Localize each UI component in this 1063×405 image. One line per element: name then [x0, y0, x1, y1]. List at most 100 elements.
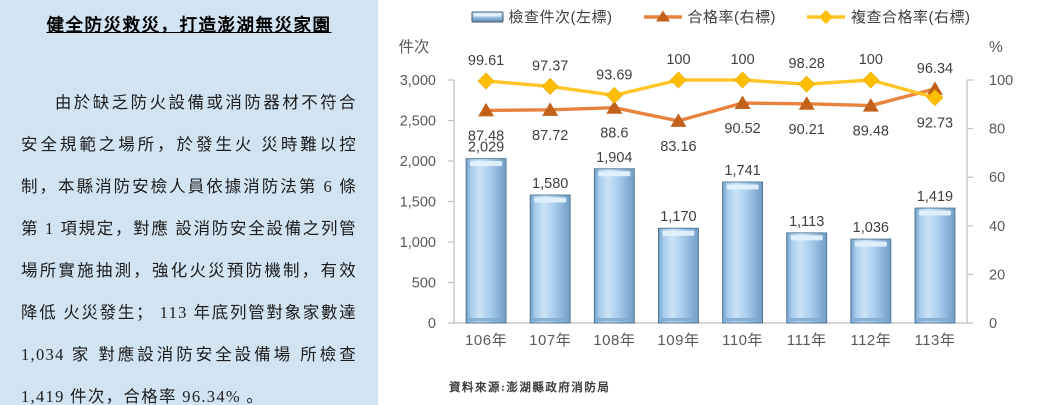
line-value-label: 98.28: [789, 56, 825, 72]
category-label: 110年: [722, 332, 763, 349]
triangle-marker: [734, 95, 751, 110]
panel-paragraph: 由於缺乏防火設備或消防器材不符合安全規範之場所，於發生火 災時難以控制，本縣消防…: [21, 93, 357, 405]
line-value-label: 100: [730, 52, 754, 68]
bar-top-highlight: [726, 184, 759, 190]
bar: [850, 238, 892, 324]
bar: [529, 194, 571, 324]
bar-top-highlight: [918, 210, 951, 216]
bar-bottom-shade: [789, 318, 825, 322]
right-axis: 0 20 40 60 80 100%: [966, 39, 1013, 332]
legend-label-pass-rate: 合格率(右標): [687, 9, 776, 26]
bar-series-icon: [471, 11, 503, 23]
bar-bottom-shade: [660, 318, 696, 322]
x-axis: 106年 107年 108年 109年 110年 111年 112年 113年: [454, 322, 967, 349]
category-label: 109年: [657, 332, 699, 349]
triangle-marker: [862, 98, 879, 112]
category-label: 113年: [914, 332, 955, 349]
line-value-label: 87.48: [468, 128, 504, 144]
line-value-label: 99.61: [468, 53, 504, 69]
bar-value-label: 1,904: [596, 150, 632, 166]
bar-top-highlight: [790, 235, 823, 241]
legend-label-inspections: 檢查件次(左標): [508, 9, 613, 26]
line-value-label: 89.48: [853, 124, 889, 140]
bar: [593, 168, 635, 324]
tick-label: 0: [428, 316, 436, 332]
bar-top-highlight: [598, 171, 631, 177]
diamond-marker: [926, 89, 944, 107]
bar-top-highlight: [470, 161, 503, 167]
tick-label: 40: [989, 219, 1005, 235]
diamond-marker: [798, 75, 816, 93]
summary-panel: 健全防災救災，打造澎湖無災家園 由於缺乏防火設備或消防器材不符合安全規範之場所，…: [0, 0, 378, 405]
tick-label: 1,500: [400, 195, 436, 211]
bar-top-highlight: [534, 197, 567, 203]
bar-bottom-shade: [468, 318, 504, 322]
line-value-label: 90.21: [789, 122, 825, 138]
legend-item-pass-rate: 合格率(右標): [643, 6, 777, 27]
tick-label: 80: [989, 122, 1005, 138]
category-label: 108年: [593, 332, 635, 349]
line-value-label: 88.6: [600, 126, 628, 142]
left-axis-title: 件次: [398, 38, 429, 56]
tick-label: 100: [989, 73, 1013, 89]
bar-top-highlight: [662, 230, 695, 236]
bar-bottom-shade: [917, 318, 953, 322]
pass-rate-line: 87.48 87.72 88.6 83.16 90.52 90.21 89.48 96.34: [468, 61, 953, 155]
line-value-label: 83.16: [660, 139, 696, 155]
pass-rate-line-icon: [643, 10, 682, 22]
combo-chart-svg: 106年 107年 108年 109年 110年 111年 112年 113年 0 500 1,00…: [398, 38, 1013, 349]
left-axis: 0 500 1,000 1,500 2,000 2,500 3,000 件次: [398, 38, 455, 332]
triangle-marker: [542, 102, 559, 116]
diamond-marker: [862, 71, 880, 89]
panel-title: 健全防災救災，打造澎湖無災家園: [46, 15, 332, 35]
tick-label: 20: [989, 267, 1005, 283]
tick-label: 3,000: [400, 73, 436, 89]
line-value-label: 100: [859, 52, 883, 68]
category-label: 111年: [787, 332, 827, 349]
right-axis-title: %: [989, 39, 1003, 56]
bar-top-highlight: [854, 241, 887, 247]
bar-value-label: 1,170: [660, 209, 696, 225]
diamond-marker: [734, 71, 751, 89]
bar: [722, 181, 764, 324]
line-value-label: 87.72: [532, 128, 568, 144]
triangle-marker: [670, 113, 687, 127]
bar-value-label: 1,741: [724, 163, 760, 179]
line-value-label: 90.52: [724, 121, 760, 137]
recheck-pass-rate-line-icon: [807, 10, 845, 24]
legend-item-inspections: 檢查件次(左標): [471, 6, 613, 27]
tick-label: 1,000: [400, 235, 436, 251]
chart-area: 檢查件次(左標) 合格率(右標) 複查合格率(右標) 106年 107年 108年 1…: [378, 0, 1063, 405]
line-value-label: 96.34: [917, 61, 953, 77]
chart-legend: 檢查件次(左標) 合格率(右標) 複查合格率(右標): [378, 6, 1063, 27]
triangle-marker: [926, 81, 943, 95]
tick-label: 0: [989, 316, 997, 332]
bar: [786, 232, 828, 324]
bar-value-label: 1,036: [853, 220, 889, 236]
legend-item-recheck-pass-rate: 複查合格率(右標): [806, 6, 971, 27]
tick-label: 2,000: [400, 154, 436, 170]
triangle-marker: [606, 100, 623, 114]
tick-label: 2,500: [400, 114, 436, 130]
legend-label-recheck-pass-rate: 複查合格率(右標): [851, 9, 971, 26]
bar-value-label: 1,580: [532, 176, 568, 192]
tick-label: 500: [412, 276, 436, 292]
bar: [914, 207, 956, 324]
source-note: 資料來源:澎湖縣政府消防局: [449, 382, 611, 394]
bar-value-label: 1,113: [789, 214, 824, 230]
bar-value-label: 2,029: [468, 140, 504, 156]
category-label: 107年: [529, 332, 571, 349]
recheck-pass-rate-line: 99.61 97.37 93.69 100 100 98.28 100 92.73: [468, 52, 953, 132]
triangle-marker: [798, 96, 815, 110]
diamond-marker: [477, 72, 495, 90]
diamond-marker: [670, 71, 687, 89]
bar: [657, 227, 699, 324]
category-label: 106年: [465, 332, 507, 349]
line-value-label: 100: [666, 52, 690, 68]
line-value-label: 93.69: [596, 67, 632, 83]
bar-bottom-shade: [532, 318, 568, 322]
bar-bottom-shade: [596, 318, 632, 322]
diamond-marker: [541, 77, 559, 95]
bar-bottom-shade: [853, 318, 889, 322]
bar-bottom-shade: [725, 318, 761, 322]
